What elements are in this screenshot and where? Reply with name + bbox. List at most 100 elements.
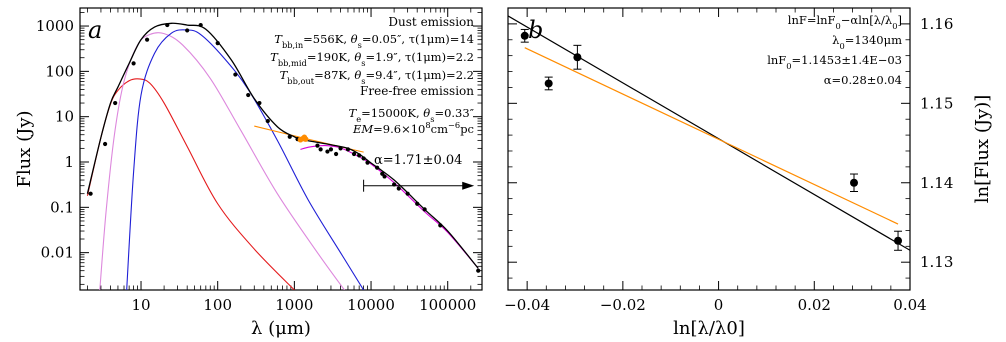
panel-a-data-point — [422, 207, 427, 212]
panel-b-data-point — [573, 53, 582, 62]
panel-a-data-point — [405, 191, 410, 196]
panel-a-data-point — [315, 143, 320, 148]
legend-text-part: θ — [354, 50, 361, 64]
panel-b-xtick-label: 0 — [714, 296, 724, 314]
panel-a-data-point — [375, 165, 380, 170]
panel-b-frame — [507, 7, 911, 291]
panel-a-ytick-label: 1 — [64, 153, 74, 171]
legend-line: lnF0=1.1453±1.4E−03 — [767, 53, 902, 71]
legend-text-part: =15000K, — [361, 106, 423, 120]
legend-text-part: e — [356, 114, 361, 124]
panel-b-fit-line-0 — [508, 15, 910, 251]
panel-a-data-point — [246, 92, 251, 98]
panel-b-fit-chart: −0.04 −0.02 0 0.02 0.04 1.13 1.14 1.15 1.16 b ln… — [504, 7, 993, 339]
panel-b-ytick-label: 1.16 — [920, 15, 953, 33]
panel-a-xtick-label: 100000 — [419, 296, 476, 314]
legend-text-part: bb,mid — [278, 58, 308, 68]
legend-line: Tbb,out=87K, θs=9.4″, τ(1μm)=2.2 — [280, 68, 474, 86]
legend-text-part: =1.1453±1.4E−03 — [792, 53, 902, 67]
legend-line: lnF=lnF0−αln[λ/λ0] — [788, 13, 902, 31]
panel-a-data-point — [302, 136, 309, 142]
panel-a-axes: 10 100 1000 10000 100000 0.01 0.1 1 10 100 1000 — [36, 8, 482, 314]
panel-a-series-1 — [99, 32, 345, 290]
panel-b-data-point — [544, 79, 553, 88]
panel-b-xtick-label: −0.02 — [600, 296, 646, 314]
panel-b-ytick-label: 1.13 — [920, 253, 953, 271]
legend-line: Tbb,mid=190K, θs=1.9″, τ(1μm)=2.2 — [270, 50, 474, 68]
panel-b-xtick-label: 0.04 — [893, 296, 926, 314]
panel-b-xlabel: ln[λ/λ0] — [673, 318, 745, 339]
panel-a-ytick-label: 100 — [45, 62, 74, 80]
panel-b-axes: −0.04 −0.02 0 0.02 0.04 1.13 1.14 1.15 1.16 — [504, 7, 953, 314]
legend-text-part: s — [358, 40, 362, 50]
panel-a-data-point — [215, 41, 220, 46]
panel-a-data-point — [198, 22, 203, 28]
panel-a-xtick-label: 10000 — [347, 296, 395, 314]
panel-a-data-point — [88, 191, 93, 196]
panel-a-data-point — [325, 149, 330, 154]
panel-a-label: a — [88, 16, 102, 44]
legend-text-part: =9.6×10 — [373, 122, 425, 136]
panel-a-ylabel: Flux (Jy) — [14, 110, 35, 187]
panel-a-data-point — [131, 61, 136, 66]
panel-a-data-point — [102, 141, 108, 147]
legend-text-part: EM — [352, 122, 374, 136]
legend-line: EM=9.6×108cm−6pc — [352, 120, 474, 136]
panel-a-xtick-label: 100 — [203, 296, 232, 314]
panel-b-label: b — [528, 16, 543, 44]
legend-text-part: =87K, — [314, 68, 354, 82]
panel-a-data-point — [345, 147, 351, 152]
free-free-emission-title: Free-free emission — [360, 84, 474, 98]
legend-text-part: =0.05″, τ(1μm)=14 — [362, 32, 474, 46]
legend-text-part: =556K, — [303, 32, 351, 46]
legend-text-part: lnF=lnF — [788, 13, 836, 27]
panel-a-data-point — [351, 151, 357, 157]
panel-a-data-point — [357, 153, 362, 158]
panel-a-ytick-label: 0.1 — [50, 198, 74, 216]
panel-a-xlabel: λ (μm) — [251, 318, 311, 339]
panel-a-data-point — [318, 147, 323, 152]
panel-a-data-point — [144, 37, 150, 42]
legend-text-part: =1.9″, τ(1μm)=2.2 — [366, 50, 475, 64]
panel-a-data-point — [287, 134, 292, 139]
legend-text-part: pc — [460, 122, 474, 136]
panel-a-range-arrow-head — [462, 181, 475, 190]
legend-text-part: ] — [898, 13, 903, 27]
panel-b-fit-lines — [508, 15, 910, 251]
legend-text-part: =1340μm — [845, 33, 902, 47]
legend-text-part: =9.4″, τ(1μm)=2.2 — [366, 68, 475, 82]
legend-text-part: s — [361, 58, 365, 68]
panel-a-data-point — [265, 118, 270, 124]
legend-text-part: 0 — [892, 21, 897, 31]
panel-a-data-point — [365, 160, 370, 165]
panel-a-data-point — [382, 174, 387, 179]
panel-b-xtick-label: −0.04 — [504, 296, 550, 314]
panel-a-data-point — [415, 201, 420, 206]
legend-text-part: T — [349, 106, 358, 120]
legend-text-part: θ — [351, 32, 358, 46]
legend-text-part: θ — [354, 68, 361, 82]
legend-line: λ0=1340μm — [832, 33, 902, 51]
panel-a-ytick-label: 1000 — [36, 17, 74, 35]
legend-text-part: 0 — [836, 21, 841, 31]
panel-a-data-point — [328, 147, 334, 152]
panel-a-data-point — [185, 28, 190, 33]
panel-a-xtick-label: 10 — [131, 296, 150, 314]
panel-a-data-point — [396, 186, 401, 191]
legend-text-part: 8 — [425, 120, 430, 130]
legend-text-part: −αln[λ/λ — [841, 13, 892, 27]
panel-b-observations — [520, 28, 903, 251]
panel-b-ytick-label: 1.15 — [920, 94, 953, 112]
panel-a-frame — [79, 7, 483, 291]
panel-b-data-point — [520, 31, 529, 40]
panel-a-data-point — [233, 72, 238, 77]
alpha-annotation: α=1.71±0.04 — [374, 153, 462, 168]
panel-b-data-point — [894, 236, 903, 245]
panel-a-ytick-label: 10 — [55, 108, 74, 126]
legend-text-part: −6 — [448, 120, 460, 130]
panel-a-data-point — [113, 100, 118, 106]
panel-a-ytick-label: 0.01 — [41, 244, 74, 262]
panel-b-ylabel: ln[Flux (Jy)] — [972, 95, 993, 204]
